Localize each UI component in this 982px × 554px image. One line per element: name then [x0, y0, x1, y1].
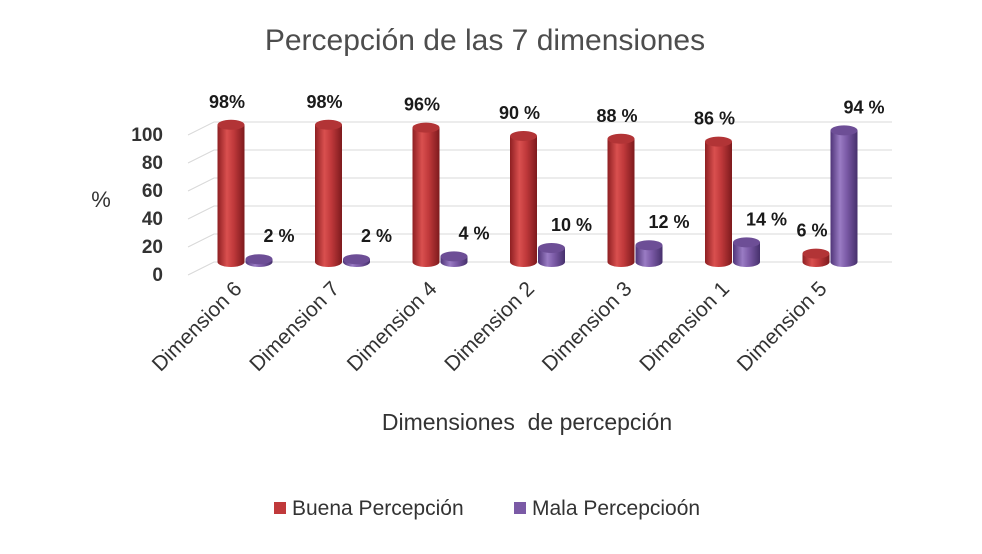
data-label: 12 % [648, 212, 689, 232]
bar-buena-3 [412, 122, 440, 267]
gridline [187, 233, 892, 248]
bar-mala-6 [733, 237, 760, 267]
bar-buena-7 [802, 248, 830, 267]
data-label: 2 % [263, 226, 294, 246]
bar-buena-6 [705, 136, 732, 267]
gridline [187, 205, 892, 220]
x-axis-label: Dimensiones de percepción [382, 409, 672, 435]
y-tick-label: 60 [142, 181, 163, 202]
y-tick-label: 20 [142, 237, 163, 258]
data-label: 10 % [551, 215, 592, 235]
bar-buena-2 [315, 119, 342, 267]
x-category-label: Dimension 2 [440, 277, 539, 376]
bar-buena-4 [510, 131, 537, 267]
x-category-label: Dimension 4 [343, 277, 442, 376]
x-category-label: Dimension 3 [538, 277, 637, 376]
data-label: 88 % [596, 106, 637, 126]
x-category-label: Dimension 7 [245, 277, 344, 376]
bar-mala-3 [440, 251, 468, 267]
y-tick-label: 0 [152, 265, 163, 286]
data-label: 6 % [796, 221, 827, 241]
data-label: 90 % [499, 103, 540, 123]
legend-label: Buena Percepción [292, 497, 464, 520]
bar-mala-4 [538, 243, 565, 267]
y-axis-label: % [91, 187, 111, 212]
chart-title: Percepción de las 7 dimensiones [265, 24, 705, 57]
bar-mala-7 [830, 125, 858, 267]
bar-mala-1 [245, 254, 273, 267]
y-tick-label: 100 [131, 125, 163, 146]
data-labels: 98% 2 % 98% 2 % 96% 4 % 90 % 10 % 88 % 12 % 86 % 14… [209, 92, 885, 246]
data-label: 98% [209, 92, 245, 112]
bars [217, 119, 858, 267]
x-category-label: Dimension 1 [635, 277, 734, 376]
data-label: 14 % [746, 209, 787, 229]
gridlines [187, 121, 892, 276]
legend-swatch [274, 502, 286, 514]
legend-swatch [514, 502, 526, 514]
gridline [187, 261, 892, 276]
bar-mala-5 [635, 240, 663, 267]
legend-label: Mala Percepcioón [532, 497, 700, 520]
bar-buena-1 [217, 119, 245, 267]
x-category-label: Dimension 6 [148, 277, 247, 376]
data-label: 94 % [843, 97, 884, 117]
data-label: 2 % [361, 226, 392, 246]
gridline [187, 149, 892, 164]
legend: Buena Percepción Mala Percepcioón [274, 497, 700, 520]
x-category-label: Dimension 5 [733, 277, 832, 376]
bar-mala-2 [343, 254, 370, 267]
y-axis-ticks: 0 20 40 60 80 100 [131, 125, 163, 286]
y-tick-label: 40 [142, 209, 163, 230]
data-label: 86 % [694, 109, 735, 129]
bar-buena-5 [607, 133, 635, 267]
data-label: 98% [306, 92, 342, 112]
data-label: 4 % [458, 223, 489, 243]
data-label: 96% [404, 95, 440, 115]
gridline [187, 177, 892, 192]
y-tick-label: 80 [142, 153, 163, 174]
gridline [187, 121, 892, 136]
